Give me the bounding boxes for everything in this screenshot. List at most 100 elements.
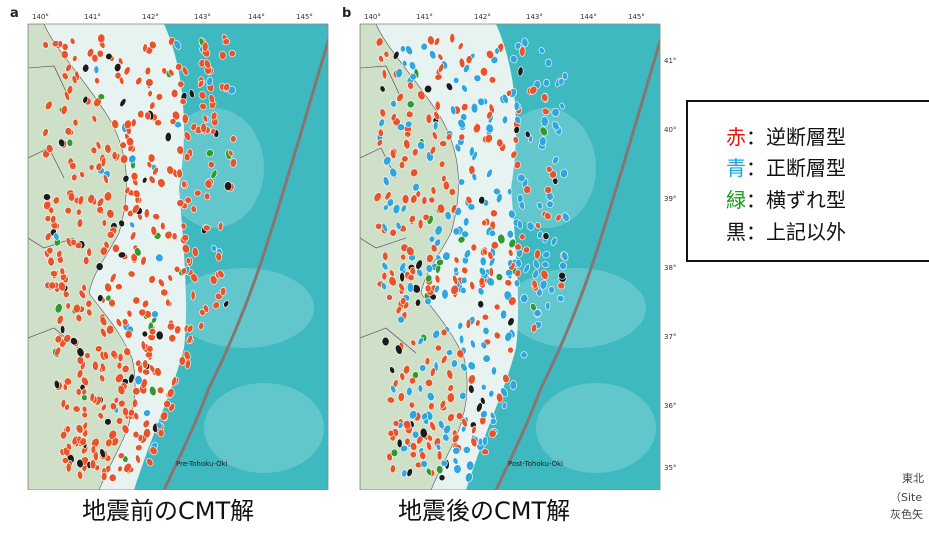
lon-tick-label: 143° [194,13,211,21]
focal-mechanism-marker [82,95,89,104]
focal-mechanism-marker [181,244,191,254]
focal-mechanism-marker [440,459,448,467]
focal-mechanism-marker [99,374,106,383]
focal-mechanism-marker [71,173,78,182]
focal-mechanism-marker [43,193,51,201]
focal-mechanism-marker [495,273,504,281]
focal-mechanism-marker [389,269,395,277]
focal-mechanism-marker [403,139,411,150]
focal-mechanism-marker [121,364,130,374]
focal-mechanism-marker [404,437,411,446]
focal-mechanism-marker [64,425,71,434]
focal-mechanism-marker [493,331,501,340]
focal-mechanism-marker [421,196,428,205]
focal-mechanism-marker [456,349,465,359]
focal-mechanism-marker [141,330,149,338]
focal-mechanism-marker [417,90,426,101]
focal-mechanism-marker [42,128,49,137]
focal-mechanism-marker [546,165,553,173]
focal-mechanism-marker [178,356,186,366]
focal-mechanism-marker [149,446,158,456]
focal-mechanism-marker [111,119,120,130]
focal-mechanism-marker [538,47,545,54]
focal-mechanism-marker [157,278,165,288]
focal-mechanism-marker [228,149,234,157]
focal-mechanism-marker [392,50,400,60]
focal-mechanism-marker [427,35,435,46]
focal-mechanism-marker [463,249,471,259]
focal-mechanism-marker [94,345,103,353]
focal-mechanism-marker [75,424,84,434]
focal-mechanism-marker [111,243,120,253]
focal-mechanism-marker [66,138,74,147]
focal-mechanism-marker [514,269,522,278]
focal-mechanism-marker [406,468,413,477]
focal-mechanism-marker [122,406,129,417]
japan-trench-line [494,36,660,490]
focal-mechanism-marker [103,191,113,202]
focal-mechanism-marker [147,153,156,163]
focal-mechanism-marker [488,389,495,398]
focal-mechanism-marker [399,372,406,381]
focal-mechanism-marker [198,91,207,100]
focal-mechanism-marker [392,420,400,427]
focal-mechanism-marker [417,141,426,150]
focal-mechanism-marker [519,46,526,57]
focal-mechanism-marker [386,198,395,207]
focal-mechanism-marker [389,167,398,178]
focal-mechanism-marker [72,55,78,62]
focal-mechanism-marker [507,346,514,354]
focal-mechanism-marker [465,318,472,329]
focal-mechanism-marker [92,360,99,371]
focal-mechanism-marker [477,287,485,296]
focal-mechanism-marker [408,410,418,420]
focal-mechanism-marker [48,281,57,290]
focal-mechanism-marker [467,203,476,211]
focal-mechanism-marker [440,328,448,337]
focal-mechanism-marker [407,81,414,90]
focal-mechanism-marker [536,288,543,297]
focal-mechanism-marker [434,73,443,81]
focal-mechanism-marker [69,37,76,45]
focal-mechanism-marker [479,67,489,77]
focal-mechanism-marker [157,428,165,438]
focal-mechanism-marker [481,448,489,456]
focal-mechanism-marker [406,282,414,293]
focal-mechanism-marker [400,204,407,213]
focal-mechanism-marker [471,172,478,182]
focal-mechanism-marker [524,130,531,138]
focal-mechanism-marker [507,259,513,267]
focal-mechanism-marker [526,221,535,231]
focal-mechanism-marker [45,144,54,153]
focal-mechanism-marker [387,429,395,437]
focal-mechanism-marker [401,194,410,205]
focal-mechanism-marker [520,293,529,304]
focal-mechanism-marker [90,146,98,154]
focal-mechanism-marker [137,110,145,119]
focal-mechanism-marker [210,245,217,252]
focal-mechanism-marker [436,465,444,475]
focal-mechanism-marker [146,161,153,169]
focal-mechanism-marker [438,160,446,168]
focal-mechanism-marker [217,221,224,231]
focal-mechanism-marker [409,451,417,459]
focal-mechanism-marker [453,464,462,474]
focal-mechanism-marker [76,347,85,358]
focal-mechanism-marker [425,467,433,476]
focal-mechanism-marker [426,254,434,263]
focal-mechanism-marker [559,102,565,110]
focal-mechanism-marker [381,336,390,347]
focal-mechanism-marker [74,241,83,250]
focal-mechanism-marker [99,316,108,327]
focal-mechanism-marker [181,66,189,76]
focal-mechanism-marker [470,102,479,114]
focal-mechanism-marker [67,192,76,202]
focal-mechanism-marker [115,283,123,291]
focal-mechanism-marker [218,50,227,60]
lon-tick-label: 142° [474,13,491,21]
focal-mechanism-marker [103,351,109,360]
focal-mechanism-marker [383,156,392,166]
legend-text: 横ずれ型 [766,188,846,212]
focal-mechanism-marker [404,130,412,138]
focal-mechanism-marker [517,173,526,183]
